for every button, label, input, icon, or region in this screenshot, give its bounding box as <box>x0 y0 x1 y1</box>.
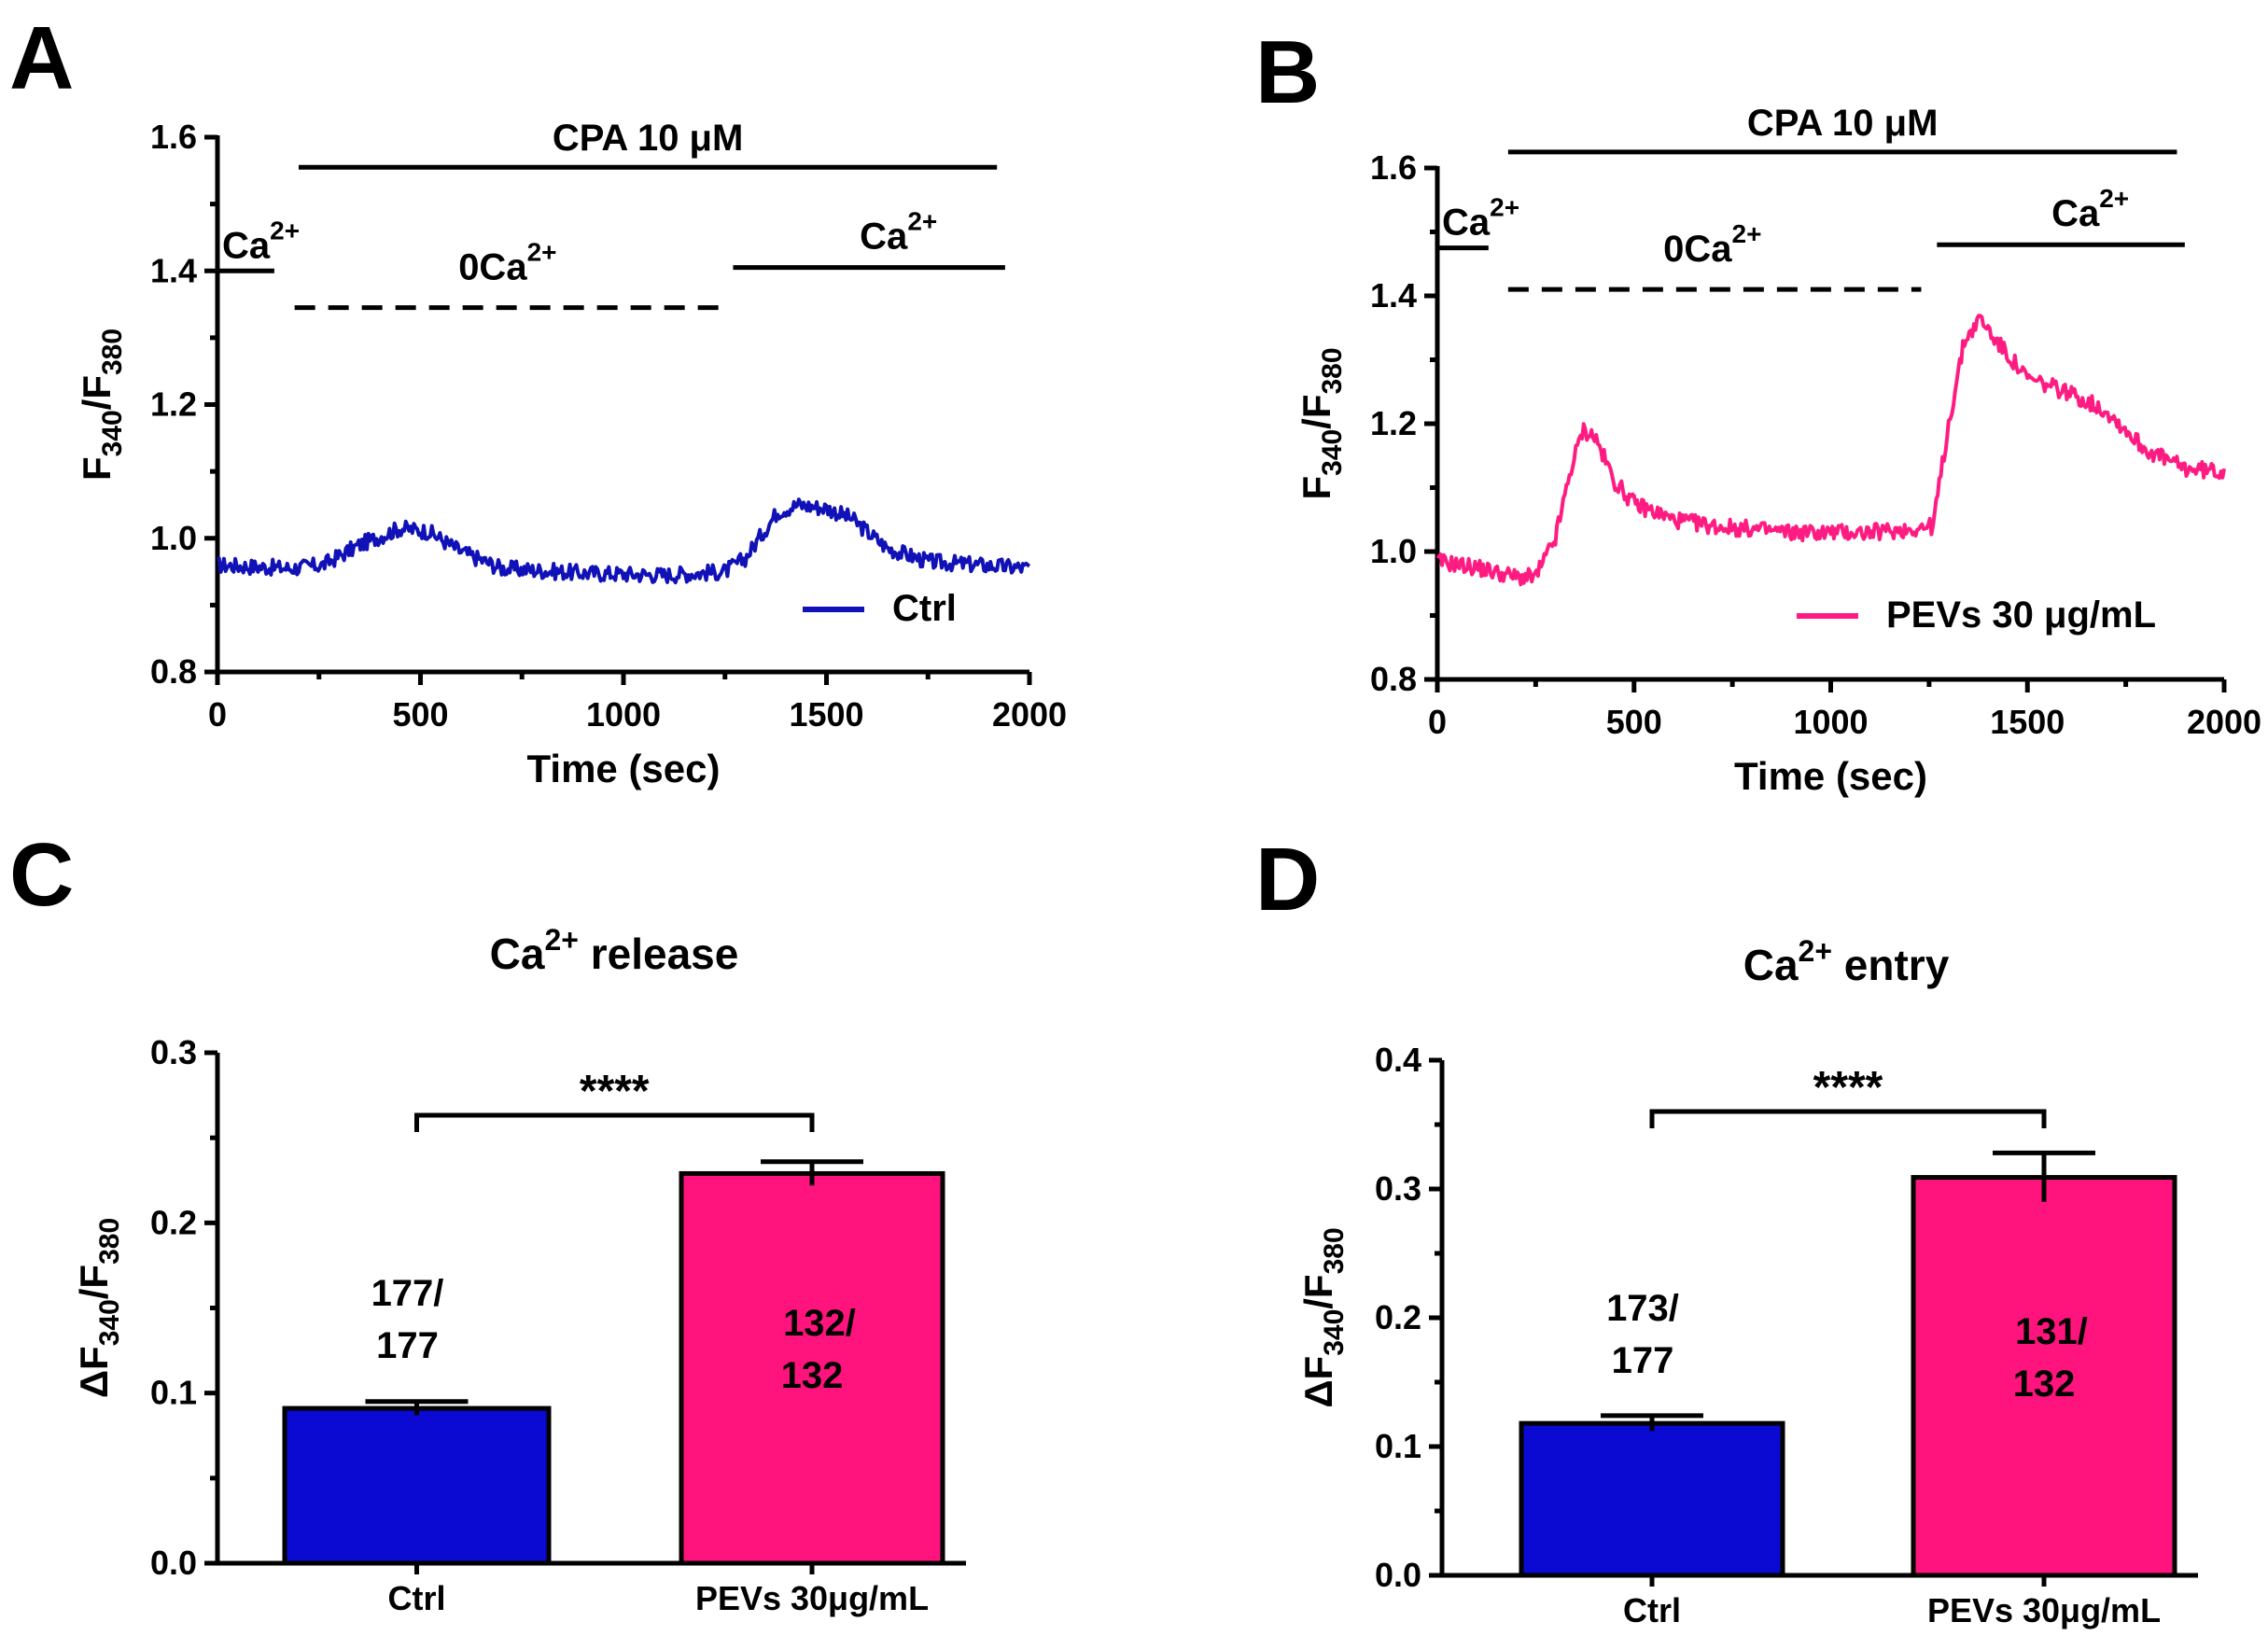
significance-label-d: **** <box>1813 1063 1883 1112</box>
zero-ca-label-b: 0Ca2+ <box>1663 219 1761 270</box>
chart-title-c: Ca2+ release <box>490 923 739 978</box>
y-tick-label-b: 1.4 <box>1370 276 1417 315</box>
y-tick-label-d: 0.1 <box>1375 1427 1421 1465</box>
panel-letter-d: D <box>1255 830 1320 930</box>
chart-title-d: Ca2+ entry <box>1743 934 1950 989</box>
y-tick-label-c: 0.0 <box>150 1544 197 1582</box>
significance-bracket-c <box>414 1112 815 1132</box>
panel-letter-c: C <box>9 825 74 925</box>
x-tick-label-a: 1000 <box>586 695 661 734</box>
y-tick-label-d: 0.2 <box>1375 1298 1421 1336</box>
x-tick-label-d: PEVs 30μg/mL <box>1927 1591 2161 1629</box>
x-axis-label-a: Time (sec) <box>527 747 721 790</box>
legend-label-b: PEVs 30 μg/mL <box>1886 594 2156 636</box>
count-top-d: 173/ <box>1606 1288 1679 1329</box>
count-bottom-d: 177 <box>1612 1340 1674 1381</box>
ca-right-label-a: Ca2+ <box>860 207 937 258</box>
ca-left-label-b: Ca2+ <box>1442 193 1519 244</box>
y-tick-label-c: 0.3 <box>150 1033 197 1071</box>
y-tick-label-b: 1.6 <box>1370 148 1417 187</box>
y-axis-label-b: F340/F380 <box>1295 347 1348 499</box>
y-tick-label-b: 1.2 <box>1370 404 1417 442</box>
count-top-d: 131/ <box>2015 1311 2088 1352</box>
x-axis-label-b: Time (sec) <box>1734 754 1927 798</box>
y-tick-label-a: 1.6 <box>150 118 197 156</box>
legend-label-a: Ctrl <box>892 588 957 629</box>
ca-left-label-a: Ca2+ <box>222 216 300 266</box>
significance-bracket-d <box>1649 1109 2047 1128</box>
y-tick-label-c: 0.1 <box>150 1374 197 1412</box>
y-axis-label-d: ΔF340/F380 <box>1296 1227 1350 1407</box>
zero-ca-label-a: 0Ca2+ <box>458 238 556 288</box>
y-tick-label-d: 0.4 <box>1375 1041 1421 1079</box>
significance-label-c: **** <box>580 1067 650 1116</box>
panel-letter-a: A <box>9 8 74 108</box>
x-tick-label-b: 0 <box>1428 703 1447 741</box>
x-tick-label-d: Ctrl <box>1623 1591 1681 1629</box>
x-tick-label-c: PEVs 30μg/mL <box>695 1579 929 1617</box>
y-tick-label-d: 0.3 <box>1375 1169 1421 1208</box>
y-tick-label-a: 1.4 <box>150 251 197 289</box>
x-tick-label-a: 0 <box>208 695 227 734</box>
count-top-c: 132/ <box>783 1303 856 1344</box>
y-axis-label-c: ΔF340/F380 <box>72 1218 125 1398</box>
cpa-label-b: CPA 10 μM <box>1747 103 1939 144</box>
cpa-label-a: CPA 10 μM <box>553 118 744 159</box>
x-tick-label-a: 1500 <box>789 695 863 734</box>
count-bottom-c: 177 <box>376 1325 439 1366</box>
y-tick-label-a: 1.0 <box>150 519 197 557</box>
series-line-a <box>217 497 1031 585</box>
bar-ctrl-c <box>282 1405 552 1566</box>
y-tick-label-c: 0.2 <box>150 1203 197 1241</box>
count-bottom-d: 132 <box>2013 1363 2076 1405</box>
bar-pevs-c <box>679 1170 945 1566</box>
count-bottom-c: 132 <box>781 1355 844 1396</box>
bar-pevs-d <box>1911 1175 2177 1578</box>
panel-letter-b: B <box>1255 22 1320 122</box>
bar-ctrl-d <box>1519 1420 1785 1578</box>
ca-right-label-b: Ca2+ <box>2051 184 2129 234</box>
x-tick-label-b: 2000 <box>2187 703 2261 741</box>
x-tick-label-b: 1000 <box>1793 703 1868 741</box>
y-tick-label-b: 0.8 <box>1370 660 1417 698</box>
y-tick-label-b: 1.0 <box>1370 532 1417 570</box>
y-tick-label-a: 1.2 <box>150 385 197 424</box>
x-tick-label-b: 1500 <box>1990 703 2065 741</box>
x-tick-label-a: 2000 <box>992 695 1067 734</box>
y-tick-label-a: 0.8 <box>150 652 197 691</box>
x-tick-label-a: 500 <box>392 695 448 734</box>
y-tick-label-d: 0.0 <box>1375 1556 1421 1594</box>
y-axis-label-a: F340/F380 <box>75 329 128 481</box>
x-tick-label-b: 500 <box>1606 703 1662 741</box>
series-line-b <box>1435 314 2226 587</box>
x-tick-label-c: Ctrl <box>388 1579 446 1617</box>
count-top-c: 177/ <box>371 1273 444 1314</box>
